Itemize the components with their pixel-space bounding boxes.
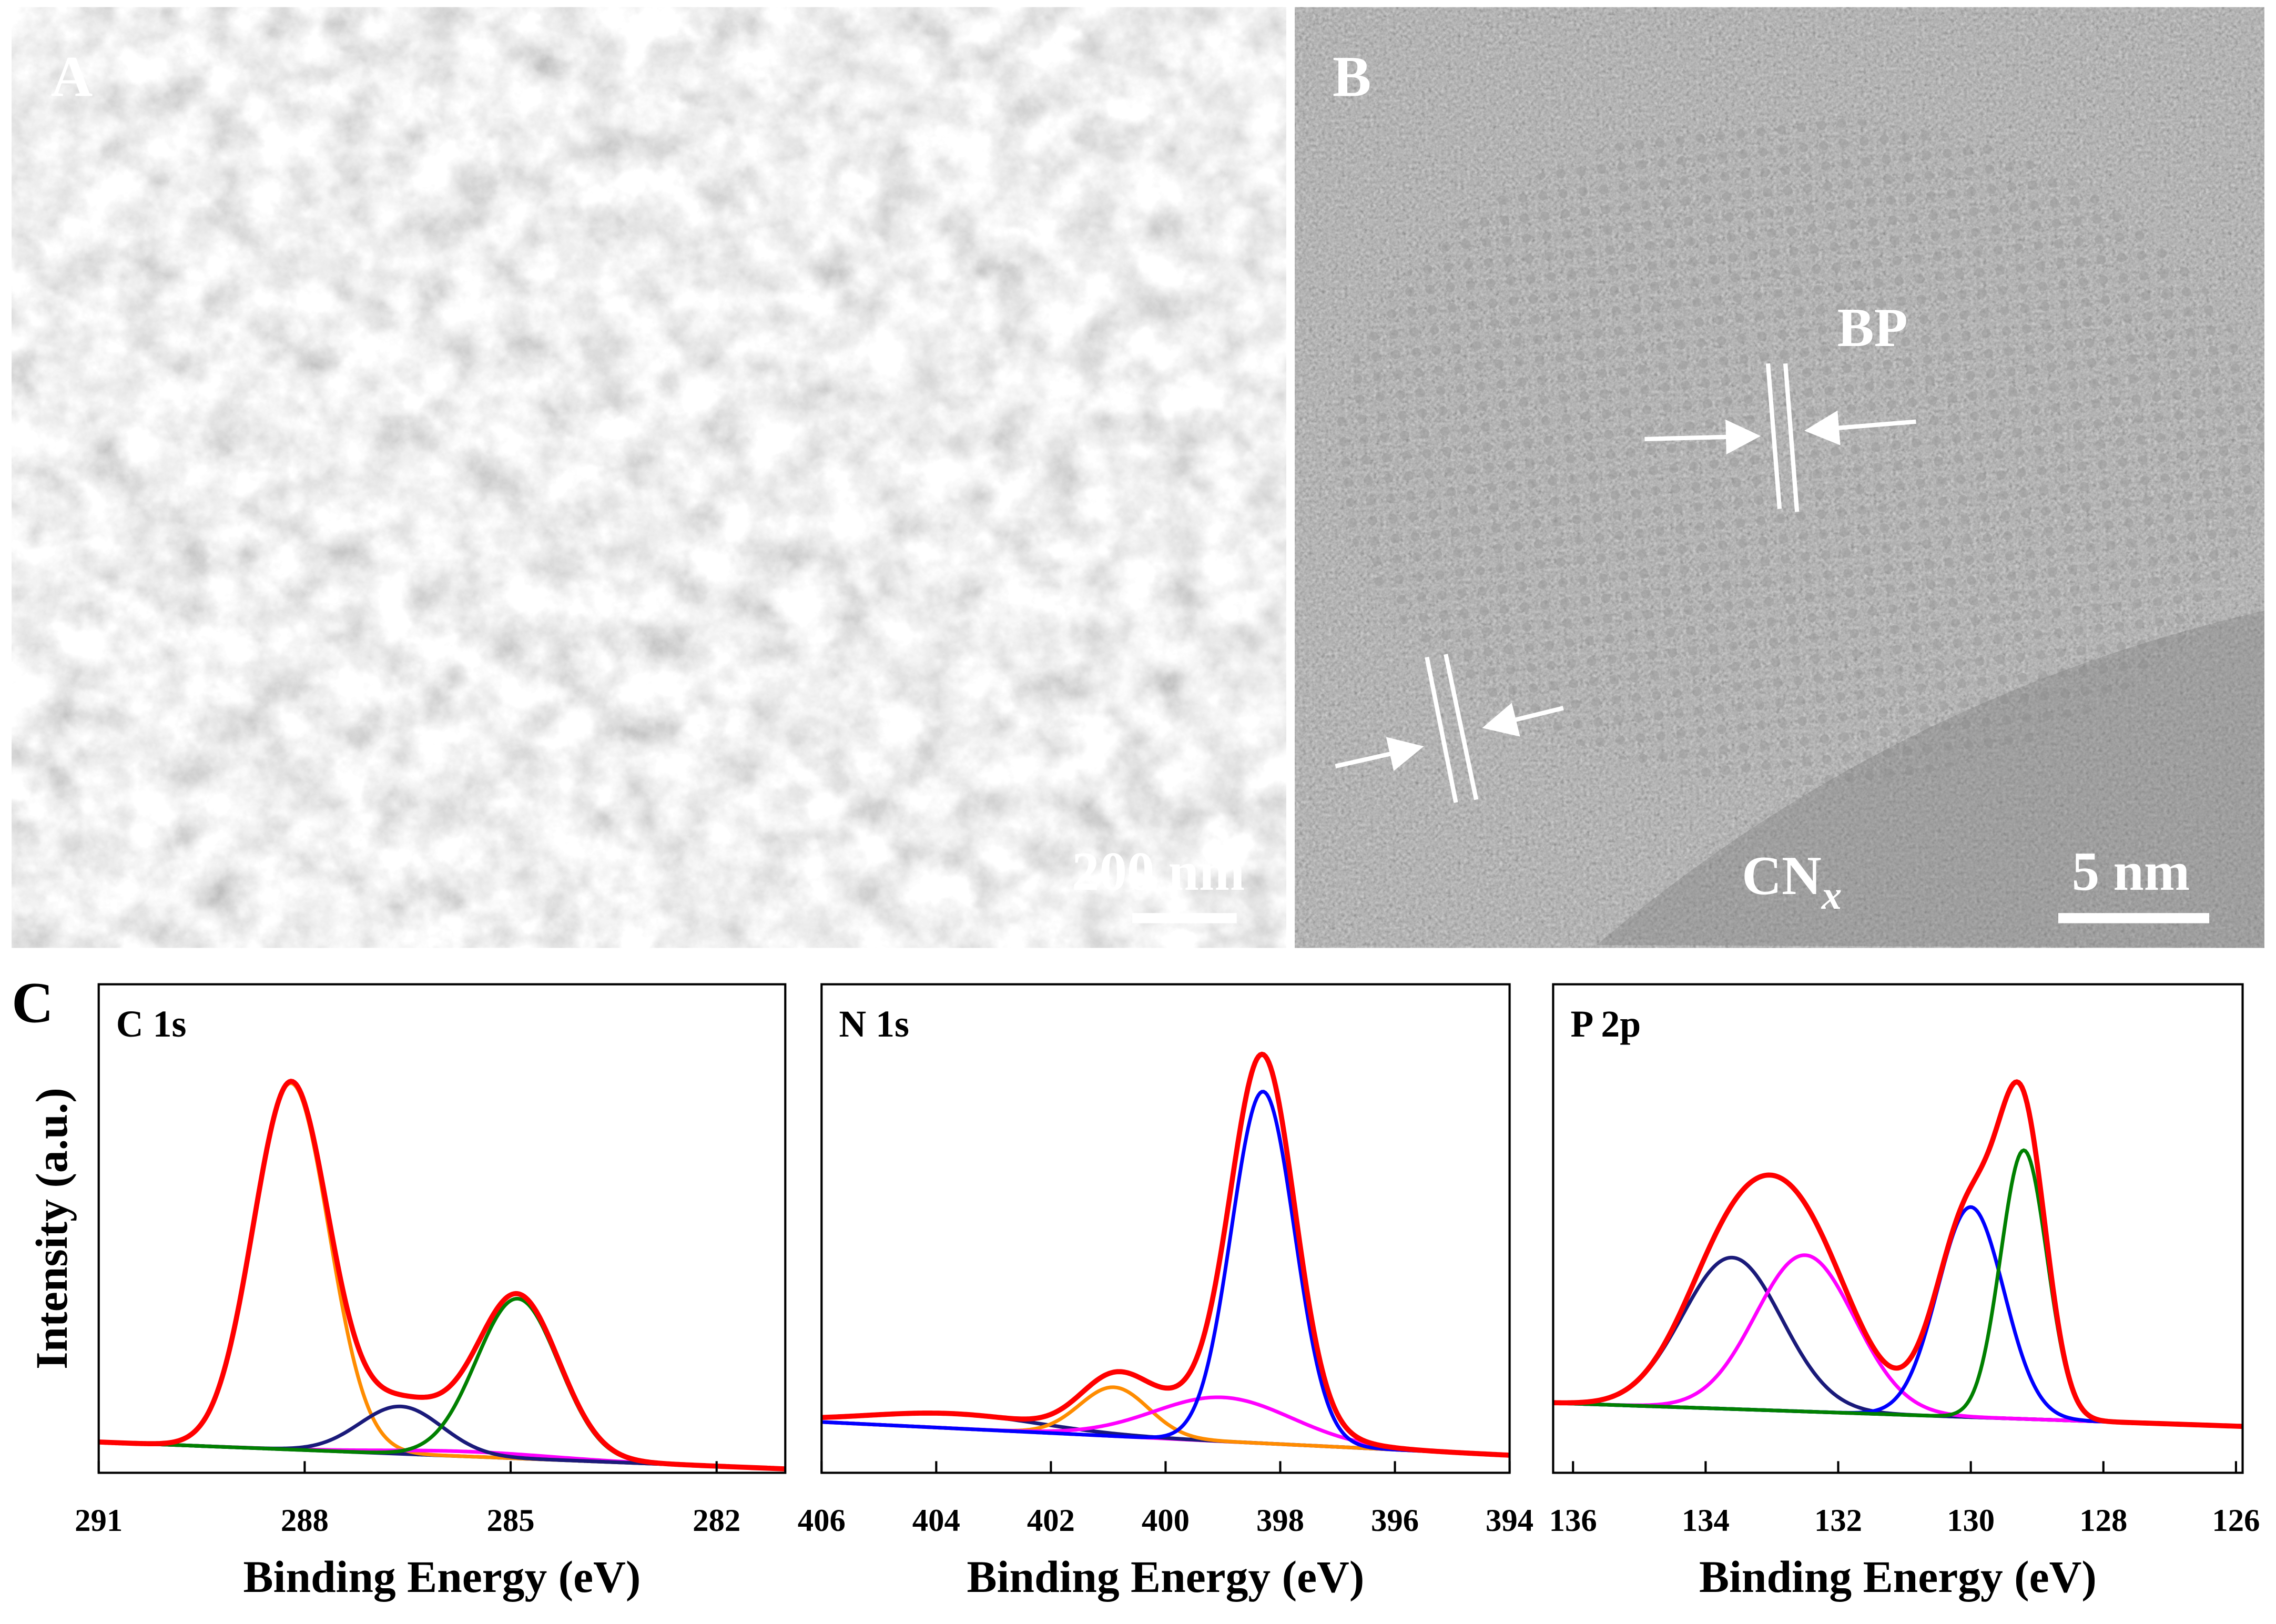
sem-texture (12, 7, 1286, 948)
fit-envelope (98, 1079, 786, 1471)
x-tick-label: 404 (912, 1503, 960, 1538)
x-tick-label: 394 (1486, 1503, 1533, 1538)
fit-component (98, 1404, 786, 1471)
y-axis-label: Intensity (a.u.) (27, 1088, 77, 1369)
x-tick-label: 406 (798, 1503, 846, 1538)
lattice-region (1335, 116, 2264, 785)
panel-label: A (51, 44, 93, 108)
cnx-label: CNx (1742, 845, 1842, 918)
x-tick-label: 291 (75, 1503, 123, 1538)
chart-title: P 2p (1571, 1003, 1641, 1045)
fit-envelope (821, 1051, 1510, 1458)
x-tick-label: 282 (693, 1503, 740, 1538)
x-tick-label: 396 (1371, 1503, 1419, 1538)
plot-lines (98, 1079, 786, 1471)
x-axis-label: Binding Energy (eV) (243, 1552, 641, 1602)
scale-bar-label: 200 nm (1072, 840, 1245, 902)
fit-component (821, 1090, 1510, 1457)
cnx-main: CN (1742, 845, 1822, 906)
fit-envelope (1553, 1079, 2243, 1429)
plot-frame (1552, 983, 2244, 1474)
fringe-line (1783, 363, 1800, 512)
xps-charts: 291 288 285 282 C 1s Binding Energy (eV) Inten… (27, 983, 2260, 1602)
x-axis-label: Binding Energy (eV) (967, 1552, 1365, 1602)
panel-label: C (12, 970, 54, 1034)
x-tick-label: 398 (1256, 1503, 1304, 1538)
x-tick-label: 285 (486, 1503, 534, 1538)
fringe-line (1425, 656, 1458, 803)
fit-component (98, 1296, 786, 1471)
plot-lines (821, 1051, 1510, 1458)
x-tick-label: 126 (2212, 1503, 2260, 1538)
tem-image: B BP CNx 5 nm (1295, 7, 2264, 948)
x-axis-label: Binding Energy (eV) (1699, 1552, 2097, 1602)
bp-label: BP (1837, 297, 1908, 358)
fit-component (98, 1081, 786, 1471)
scale-bar-label: 5 nm (2072, 840, 2190, 902)
fit-component (1553, 1255, 2243, 1428)
x-tick-label: 402 (1027, 1503, 1075, 1538)
scale-bar (1132, 913, 1237, 923)
fit-component (1553, 1205, 2243, 1428)
plot-frame (820, 983, 1511, 1474)
x-tick-label: 288 (281, 1503, 329, 1538)
x-tick-label: 136 (1549, 1503, 1597, 1538)
plot-frame (97, 983, 787, 1474)
x-tick-label: 130 (1947, 1503, 1995, 1538)
arrow (1482, 703, 1564, 737)
chart-title: N 1s (839, 1003, 909, 1045)
fit-component (1553, 1253, 2243, 1428)
arrow (1644, 419, 1761, 455)
plot-lines (1553, 1079, 2243, 1429)
cnx-sub: x (1821, 872, 1842, 918)
fringe-line (1444, 654, 1479, 800)
fringe-line (1765, 363, 1782, 509)
x-tick-label: 128 (2079, 1503, 2127, 1538)
chart: 291 288 285 282 C 1s Binding Energy (eV) Inten… (27, 983, 787, 1602)
scale-bar (2058, 913, 2210, 923)
cnx-region (1597, 611, 2264, 948)
arrow (1804, 410, 1916, 445)
chart-title: C 1s (116, 1003, 187, 1045)
x-tick-label: 134 (1682, 1503, 1730, 1538)
sem-image: A 200 nm (12, 7, 1286, 948)
x-tick-label: 132 (1814, 1503, 1862, 1538)
x-tick-label: 400 (1142, 1503, 1190, 1538)
chart: 136 134 132 130 128 126 P 2p Binding Energy (eV… (1549, 983, 2260, 1602)
fit-component (821, 1385, 1510, 1457)
chart: 406 404 402 400 398 396 394 N 1s Binding Energy … (798, 983, 1533, 1602)
arrow (1335, 737, 1424, 772)
panel-label: B (1333, 44, 1371, 108)
lattice-markers (1335, 363, 1916, 803)
